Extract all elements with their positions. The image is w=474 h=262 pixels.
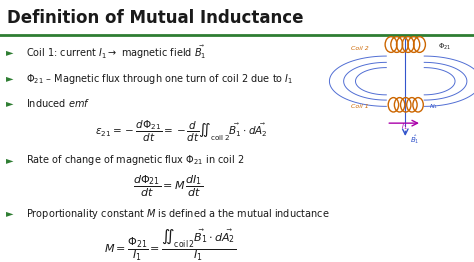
Text: ►: ►	[6, 74, 13, 84]
Text: $I_1$: $I_1$	[401, 122, 407, 132]
Text: ►: ►	[6, 209, 13, 219]
FancyBboxPatch shape	[0, 0, 474, 35]
Text: $M = \dfrac{\Phi_{21}}{I_1} = \dfrac{\iint_{\mathrm{coil\,2}} \vec{B_1}\cdot d\v: $M = \dfrac{\Phi_{21}}{I_1} = \dfrac{\ii…	[104, 227, 237, 262]
Text: $\varepsilon_{21} = -\dfrac{d\Phi_{21}}{dt} = -\dfrac{d}{dt}\iint_{\mathrm{coil\: $\varepsilon_{21} = -\dfrac{d\Phi_{21}}{…	[95, 118, 267, 144]
Text: $\dfrac{d\Phi_{21}}{dt} = M\,\dfrac{dI_1}{dt}$: $\dfrac{d\Phi_{21}}{dt} = M\,\dfrac{dI_1…	[133, 173, 203, 199]
Text: ►: ►	[6, 47, 13, 57]
Text: ►: ►	[6, 155, 13, 165]
Text: Rate of change of magnetic flux $\Phi_{21}$ in coil 2: Rate of change of magnetic flux $\Phi_{2…	[26, 153, 245, 167]
Text: $\Phi_{21}$ – Magnetic flux through one turn of coil 2 due to $I_1$: $\Phi_{21}$ – Magnetic flux through one …	[26, 72, 293, 86]
Text: Coil 2: Coil 2	[351, 46, 368, 51]
Text: Proportionality constant $M$ is defined a the mutual inductance: Proportionality constant $M$ is defined …	[26, 206, 329, 221]
Text: $N_1$: $N_1$	[429, 102, 438, 111]
Text: $\Phi_{21}$: $\Phi_{21}$	[438, 42, 452, 52]
Text: ►: ►	[6, 98, 13, 108]
Text: Coil 1: current $I_1 \rightarrow$ magnetic field $\vec{B_1}$: Coil 1: current $I_1 \rightarrow$ magnet…	[26, 44, 207, 61]
Text: Definition of Mutual Inductance: Definition of Mutual Inductance	[7, 9, 304, 27]
Text: Coil 1: Coil 1	[351, 103, 368, 109]
Text: Induced $\mathit{emf}$: Induced $\mathit{emf}$	[26, 97, 90, 109]
Text: $\hat{B_1}$: $\hat{B_1}$	[410, 134, 419, 146]
